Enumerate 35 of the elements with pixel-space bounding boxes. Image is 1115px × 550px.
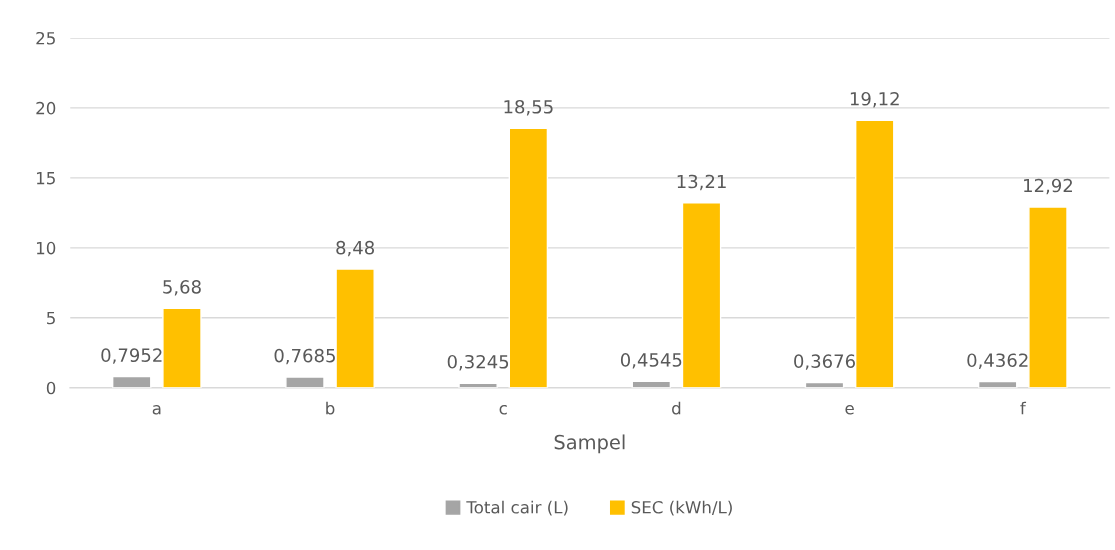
y-tick-label: 15 xyxy=(36,172,55,185)
y-tick-label: 10 xyxy=(36,241,56,255)
bar xyxy=(681,202,722,388)
legend-label: SEC (kWh/L) xyxy=(631,500,732,516)
y-tick-label: 20 xyxy=(36,101,56,115)
data-label: 0,4545 xyxy=(620,353,682,369)
data-label: 13,21 xyxy=(677,174,726,191)
data-label: 0,4362 xyxy=(967,353,1028,369)
x-tick-label: d xyxy=(672,401,681,415)
data-label: 18,55 xyxy=(504,99,553,116)
data-label: 0,3245 xyxy=(447,354,509,371)
x-tick-label: c xyxy=(499,404,507,415)
data-label: 0,7685 xyxy=(274,348,335,365)
x-tick-label: e xyxy=(845,404,854,415)
bar xyxy=(854,119,895,388)
y-tick-label: 5 xyxy=(47,311,55,325)
data-label: 5,68 xyxy=(163,280,201,296)
x-tick-label: f xyxy=(1020,401,1027,415)
legend-label: Total cair (L) xyxy=(466,500,568,516)
bar xyxy=(335,268,375,388)
y-tick-label: 0 xyxy=(46,381,56,395)
x-axis-title: Sampel xyxy=(554,434,625,454)
data-label: 0,3676 xyxy=(794,354,855,370)
bar xyxy=(162,307,202,388)
y-tick-label: 25 xyxy=(36,31,55,45)
bar xyxy=(508,127,549,388)
data-label: 0,7952 xyxy=(101,348,162,364)
x-tick-label: a xyxy=(152,404,161,415)
data-label: 19,12 xyxy=(850,91,899,108)
bar xyxy=(285,376,325,388)
bar xyxy=(111,375,152,388)
data-label: 8,48 xyxy=(336,240,375,257)
data-label: 12,92 xyxy=(1024,178,1072,195)
bar xyxy=(1028,206,1068,388)
x-tick-label: b xyxy=(326,401,335,415)
